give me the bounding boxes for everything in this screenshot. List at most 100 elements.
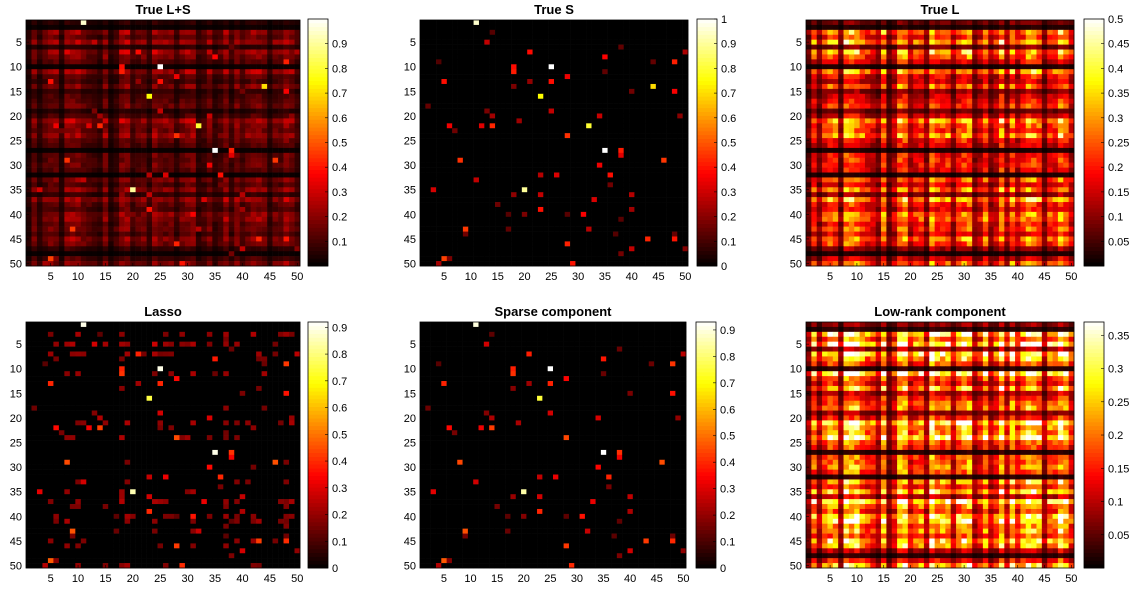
heatmap-cell (141, 39, 147, 45)
heatmap-cell (436, 74, 442, 80)
heatmap-cell (489, 24, 496, 31)
heatmap-cell (452, 59, 458, 65)
heatmap-cell (47, 256, 54, 262)
heatmap-cell (602, 177, 608, 183)
heatmap-cell (420, 143, 426, 149)
heatmap-cell (119, 241, 125, 247)
heatmap-cell (623, 83, 630, 90)
heatmap-cell (554, 98, 560, 104)
heatmap-cell (580, 83, 587, 90)
heatmap-cell (650, 206, 657, 213)
heatmap-cell (586, 202, 592, 208)
heatmap-cell (639, 162, 646, 168)
heatmap-cell (634, 93, 641, 100)
heatmap-cell (484, 143, 490, 149)
heatmap-cell (521, 206, 528, 213)
heatmap-cell (468, 103, 474, 109)
heatmap-cell (119, 29, 125, 36)
heatmap-cell (473, 133, 480, 139)
heatmap-cell (261, 152, 268, 159)
heatmap-cell (495, 167, 501, 173)
heatmap-cell (473, 83, 480, 90)
heatmap-cell (495, 69, 501, 75)
heatmap-cell (441, 74, 448, 80)
heatmap-cell (575, 167, 582, 173)
colorbar-segment (308, 188, 328, 194)
heatmap-cell (623, 192, 630, 198)
heatmap-cell (173, 192, 180, 198)
heatmap-cell (430, 157, 437, 163)
heatmap-cell (623, 236, 630, 242)
heatmap-cell (228, 231, 235, 237)
heatmap-cell (441, 192, 448, 198)
heatmap-cell (634, 39, 641, 45)
heatmap-cell (629, 236, 635, 242)
heatmap-cell (113, 177, 120, 183)
heatmap-cell (650, 216, 657, 223)
heatmap-cell (97, 162, 104, 168)
heatmap-cell (217, 177, 224, 183)
heatmap-cell (69, 74, 76, 80)
heatmap-cell (184, 162, 191, 168)
heatmap-cell (570, 128, 576, 134)
heatmap-cell (564, 221, 571, 227)
heatmap-cell (152, 221, 158, 227)
heatmap-cell (69, 211, 76, 218)
heatmap-cell (570, 138, 576, 144)
heatmap-cell (634, 192, 641, 198)
heatmap-cell (420, 79, 426, 85)
heatmap-cell (478, 79, 485, 85)
heatmap-cell (425, 108, 432, 114)
heatmap-cell (201, 167, 208, 173)
heatmap-cell (146, 133, 153, 139)
heatmap-cell (489, 98, 496, 104)
heatmap-cell (135, 108, 142, 114)
heatmap-cell (42, 152, 49, 159)
heatmap-cell (586, 98, 592, 104)
heatmap-cell (267, 128, 273, 134)
heatmap-cell (58, 69, 65, 75)
heatmap-cell (655, 69, 662, 75)
heatmap-cell (596, 64, 603, 70)
heatmap-cell (64, 88, 71, 95)
heatmap-cell (179, 182, 186, 188)
heatmap-cell (58, 83, 65, 90)
heatmap-cell (184, 192, 191, 198)
heatmap-cell (113, 241, 120, 247)
heatmap-cell (618, 187, 624, 193)
heatmap-cell (184, 251, 191, 257)
heatmap-cell (596, 182, 603, 188)
colorbar-segment (308, 150, 328, 155)
heatmap-cell (80, 172, 87, 178)
heatmap-cell (500, 79, 507, 85)
heatmap-cell (212, 44, 219, 50)
heatmap-cell (64, 147, 71, 154)
heatmap-cell (446, 49, 453, 55)
heatmap-cell (135, 123, 142, 129)
heatmap-cell (53, 64, 60, 70)
heatmap-cell (655, 211, 662, 218)
heatmap-cell (478, 44, 485, 50)
heatmap-cell (108, 49, 114, 55)
heatmap-cell (543, 29, 549, 36)
heatmap-cell (135, 24, 142, 31)
heatmap-cell (119, 123, 125, 129)
heatmap-cell (543, 143, 549, 149)
heatmap-cell (283, 88, 290, 95)
heatmap-cell (75, 118, 82, 124)
heatmap-cell (521, 69, 528, 75)
heatmap-cell (97, 83, 104, 90)
heatmap-cell (564, 216, 571, 223)
heatmap-cell (430, 211, 437, 218)
heatmap-cell (430, 241, 437, 247)
heatmap-cell (452, 24, 458, 31)
heatmap-cell (548, 206, 555, 213)
heatmap-cell (591, 246, 598, 252)
heatmap-cell (119, 138, 125, 144)
heatmap-cell (69, 138, 76, 144)
heatmap-cell (462, 172, 469, 178)
heatmap-cell (283, 34, 290, 40)
heatmap-cell (173, 202, 180, 208)
colorbar-segment (308, 184, 328, 190)
heatmap-cell (184, 138, 191, 144)
